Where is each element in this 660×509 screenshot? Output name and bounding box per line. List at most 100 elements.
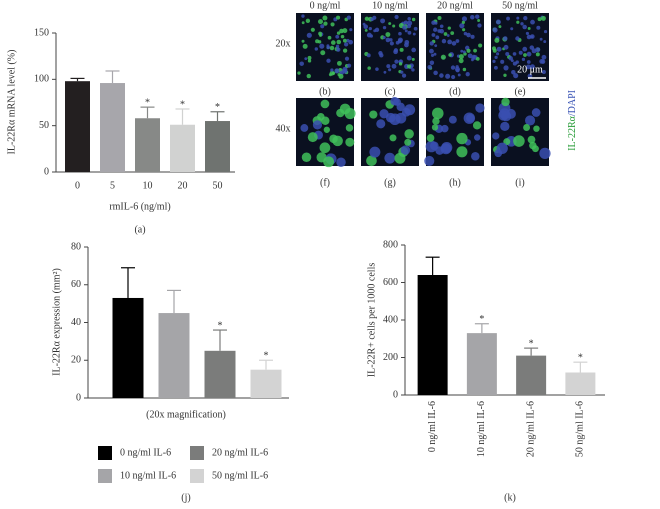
y-tick-label: 200 [383, 352, 398, 363]
cell [515, 36, 520, 41]
cell [440, 54, 446, 60]
cell [366, 155, 377, 167]
y-tick-label: 400 [383, 314, 398, 325]
cell [518, 50, 523, 55]
cell [494, 55, 498, 60]
cell [398, 62, 403, 66]
cell [492, 132, 500, 140]
cell [431, 33, 436, 37]
cell [399, 59, 403, 64]
cell [465, 72, 470, 77]
cell [404, 42, 409, 48]
cell [393, 49, 398, 55]
cell [432, 107, 444, 120]
cell [344, 108, 356, 120]
cell [345, 137, 355, 147]
cell [300, 124, 309, 132]
cell [342, 38, 347, 43]
cell [367, 66, 371, 70]
cell [368, 26, 372, 31]
cell [406, 55, 412, 61]
cell [448, 115, 457, 124]
cell [426, 134, 435, 142]
cell [406, 64, 412, 69]
cell [473, 48, 477, 53]
cell [496, 52, 500, 56]
legend-swatch [190, 469, 204, 483]
significance: * [145, 97, 150, 108]
cell [394, 59, 399, 64]
cell [492, 46, 496, 51]
cell [307, 55, 312, 60]
cell [462, 50, 466, 54]
cell [522, 46, 528, 52]
column-label: 0 ng/ml [310, 0, 341, 11]
cell [451, 75, 456, 80]
cell [494, 149, 503, 158]
y-tick-label: 80 [71, 241, 81, 252]
cell [342, 66, 348, 72]
cell [448, 53, 452, 57]
cell [495, 19, 501, 25]
cell [342, 48, 348, 53]
cell [411, 17, 416, 22]
cell [330, 22, 335, 27]
cell [297, 71, 301, 75]
cell [330, 68, 334, 72]
panel-label: (d) [449, 86, 461, 97]
cell [526, 34, 532, 40]
cell [462, 28, 466, 32]
cell [317, 113, 325, 121]
cell [380, 18, 386, 24]
cell [305, 18, 311, 24]
legend-swatch [98, 446, 112, 460]
cell [456, 146, 468, 158]
cell [335, 15, 341, 20]
y-tick-label: 800 [383, 239, 398, 250]
cell [301, 39, 305, 43]
panel-label: (a) [134, 224, 145, 235]
cell [533, 125, 540, 132]
cell [503, 44, 509, 50]
panel-label: (k) [504, 492, 516, 503]
cell [537, 17, 542, 22]
cell [399, 47, 404, 52]
cell [431, 20, 436, 25]
cell [337, 60, 342, 66]
cell [398, 31, 402, 36]
cell [434, 44, 438, 48]
cell [404, 29, 408, 33]
bar [204, 350, 236, 398]
cell [525, 31, 530, 35]
y-tick-label: 60 [71, 279, 81, 290]
scale-label: 20 μm [517, 64, 543, 75]
cell [301, 14, 305, 18]
cell [345, 124, 354, 132]
cell [363, 24, 369, 30]
cell [319, 43, 325, 49]
cell [454, 66, 460, 72]
cell [463, 112, 476, 124]
cell [531, 108, 541, 117]
cell [403, 20, 408, 25]
cell [320, 99, 330, 109]
cell [343, 42, 349, 47]
cell [441, 38, 447, 44]
cell [530, 34, 535, 39]
cell [328, 73, 333, 77]
cell [530, 64, 535, 70]
cell [388, 68, 392, 72]
cell [437, 15, 442, 21]
cell [364, 28, 368, 32]
cell [443, 32, 448, 36]
cell [492, 59, 496, 64]
cell [336, 31, 341, 35]
y-tick-label: 150 [34, 27, 49, 38]
bar [565, 372, 596, 395]
cell [301, 21, 305, 25]
legend-label: 0 ng/ml IL-6 [120, 447, 171, 458]
cell [346, 15, 351, 20]
cell [430, 141, 439, 151]
cell [323, 156, 335, 168]
cell [541, 15, 546, 21]
